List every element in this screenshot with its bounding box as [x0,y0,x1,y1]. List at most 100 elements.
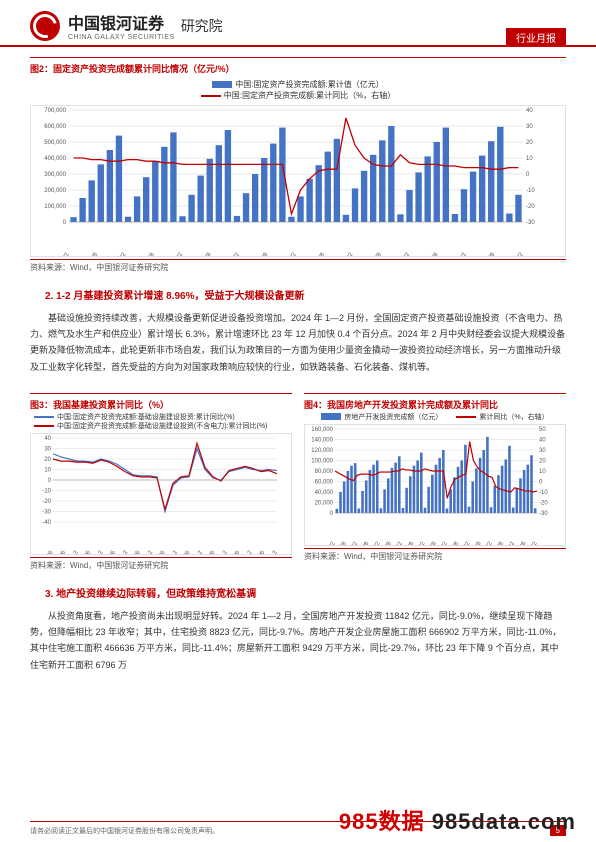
svg-text:2021-02: 2021-02 [338,251,355,256]
fig2-legend2-label: 中国:固定资产投资完成额:累计同比（%，右轴） [224,91,396,100]
watermark-black: 985data.com [425,809,576,834]
svg-text:-10: -10 [539,490,548,496]
svg-text:2020-02: 2020-02 [282,251,299,256]
svg-text:700,000: 700,000 [44,108,66,114]
svg-text:2023-02: 2023-02 [452,251,469,256]
svg-text:20: 20 [526,140,533,146]
page-content: 图2：固定资产投资完成额累计同比情况（亿元/%） 中国:固定资产投资完成额:累计… [0,57,596,673]
fig2-legend1-label: 中国:固定资产投资完成额:累计值（亿元） [235,80,383,89]
svg-text:2015-02: 2015-02 [321,540,338,545]
svg-text:0: 0 [330,511,334,517]
logo-icon [30,11,60,41]
svg-text:2017-08: 2017-08 [140,251,157,256]
fig2-legend: 中国:固定资产投资完成额:累计值（亿元） 中国:固定资产投资完成额:累计同比（%… [30,79,566,101]
svg-text:50: 50 [539,427,546,433]
svg-text:0: 0 [63,220,67,226]
fig3-legend2-swatch [34,425,54,427]
svg-text:30: 30 [526,124,533,130]
fig2-chart: 0100,000200,000300,000400,000500,000600,… [30,105,566,257]
svg-text:120,000: 120,000 [311,448,333,454]
svg-text:140,000: 140,000 [311,437,333,443]
svg-text:2019-02: 2019-02 [225,251,242,256]
svg-text:30: 30 [44,446,51,452]
svg-text:40: 40 [526,108,533,114]
svg-text:10: 10 [526,156,533,162]
svg-text:2022-02: 2022-02 [395,251,412,256]
svg-text:-20: -20 [42,499,51,505]
fig4-title: 图4：我国房地产开发投资累计完成额及累计同比 [304,393,566,411]
fig4-legend1-label: 房地产开发投资完成额（亿元） [344,414,442,421]
svg-text:2014-06: 2014-06 [39,549,56,554]
svg-text:-10: -10 [42,488,51,494]
footer-disclaimer: 请务必阅读正文最后的中国银河证券股份有限公司免责声明。 [30,826,219,836]
svg-text:-20: -20 [539,500,548,506]
brand-name-en: CHINA GALAXY SECURITIES [68,34,175,41]
svg-text:2018-02: 2018-02 [168,251,185,256]
svg-text:400,000: 400,000 [44,156,66,162]
svg-text:160,000: 160,000 [311,427,333,433]
fig3-legend1-swatch [34,416,54,418]
watermark-red: 985数据 [339,809,425,834]
svg-text:500,000: 500,000 [44,140,66,146]
section3-title: 3. 地产投资继续边际转弱，但政策维持宽松基调 [30,585,566,600]
svg-text:600,000: 600,000 [44,124,66,130]
svg-text:30: 30 [539,448,546,454]
fig3-chart: -40-30-20-100102030402014-062015-062015-… [30,433,292,555]
svg-text:2016-02: 2016-02 [55,251,72,256]
svg-text:2020-08: 2020-08 [310,251,327,256]
fig2-source: 资料来源：Wind，中国银河证券研究院 [30,259,566,273]
svg-text:0: 0 [526,172,530,178]
fig4-legend1-swatch [321,413,341,420]
fig4-legend2-swatch [456,416,476,418]
svg-text:-40: -40 [42,520,51,526]
svg-text:100,000: 100,000 [44,204,66,210]
svg-text:10: 10 [44,467,51,473]
svg-text:60,000: 60,000 [315,479,334,485]
section3-para: 从投资角度看，地产投资尚未出现明显好转。2024 年 1—2 月，全国房地产开发… [30,608,566,673]
svg-text:2021-08: 2021-08 [367,251,384,256]
fig4-source: 资料来源：Wind，中国银河证券研究院 [304,548,566,562]
svg-text:10: 10 [539,469,546,475]
svg-text:100,000: 100,000 [311,458,333,464]
svg-text:20: 20 [539,458,546,464]
svg-text:40,000: 40,000 [315,490,334,496]
svg-text:2018-08: 2018-08 [196,251,213,256]
svg-text:-20: -20 [526,204,535,210]
svg-text:-30: -30 [539,511,548,517]
fig3-title: 图3：我国基建投资累计同比（%） [30,393,292,411]
fig3-legend1-label: 中国:固定资产投资完成额:基础设施建设投资:累计同比(%) [57,414,235,421]
svg-text:-30: -30 [42,509,51,515]
svg-text:0: 0 [539,479,543,485]
svg-text:2019-08: 2019-08 [253,251,270,256]
svg-text:2023-08: 2023-08 [480,251,497,256]
fig3-legend: 中国:固定资产投资完成额:基础设施建设投资:累计同比(%) 中国:固定资产投资完… [30,411,292,433]
brand-block: 中国银河证券 CHINA GALAXY SECURITIES [68,10,175,41]
fig4-block: 图4：我国房地产开发投资累计完成额及累计同比 房地产开发投资完成额（亿元） 累计… [304,383,566,571]
watermark: 985数据 985data.com [339,804,576,836]
fig4-legend2-label: 累计同比（%，右轴） [479,414,548,421]
fig4-legend: 房地产开发投资完成额（亿元） 累计同比（%，右轴） [304,411,566,424]
fig2-legend2-swatch [201,95,221,97]
svg-text:0: 0 [48,478,52,484]
svg-text:20: 20 [44,457,51,463]
institute-label: 研究院 [181,16,223,36]
section2-para: 基础设施投资持续改善，大规模设备更新促进设备投资增加。2024 年 1—2 月份… [30,310,566,375]
svg-text:20,000: 20,000 [315,500,334,506]
fig-row: 图3：我国基建投资累计同比（%） 中国:固定资产投资完成额:基础设施建设投资:累… [30,383,566,571]
svg-text:2016-08: 2016-08 [83,251,100,256]
svg-text:40: 40 [539,437,546,443]
svg-text:80,000: 80,000 [315,469,334,475]
fig4-chart: 0 20,000 40,000 60,000 80,000 100,000 120,000 1… [304,424,566,546]
fig2-legend1-swatch [212,81,232,88]
fig3-block: 图3：我国基建投资累计同比（%） 中国:固定资产投资完成额:基础设施建设投资:累… [30,383,292,571]
section2-title: 2. 1-2 月基建投资累计增速 8.96%，受益于大规模设备更新 [30,287,566,302]
svg-text:2024-02: 2024-02 [509,251,526,256]
fig3-source: 资料来源：Wind，中国银河证券研究院 [30,557,292,571]
svg-text:-10: -10 [526,188,535,194]
brand-name-cn: 中国银河证券 [68,10,175,34]
fig2-title: 图2：固定资产投资完成额累计同比情况（亿元/%） [30,57,566,75]
svg-text:-30: -30 [526,220,535,226]
svg-text:200,000: 200,000 [44,188,66,194]
svg-text:40: 40 [44,436,51,442]
svg-text:2022-08: 2022-08 [423,251,440,256]
